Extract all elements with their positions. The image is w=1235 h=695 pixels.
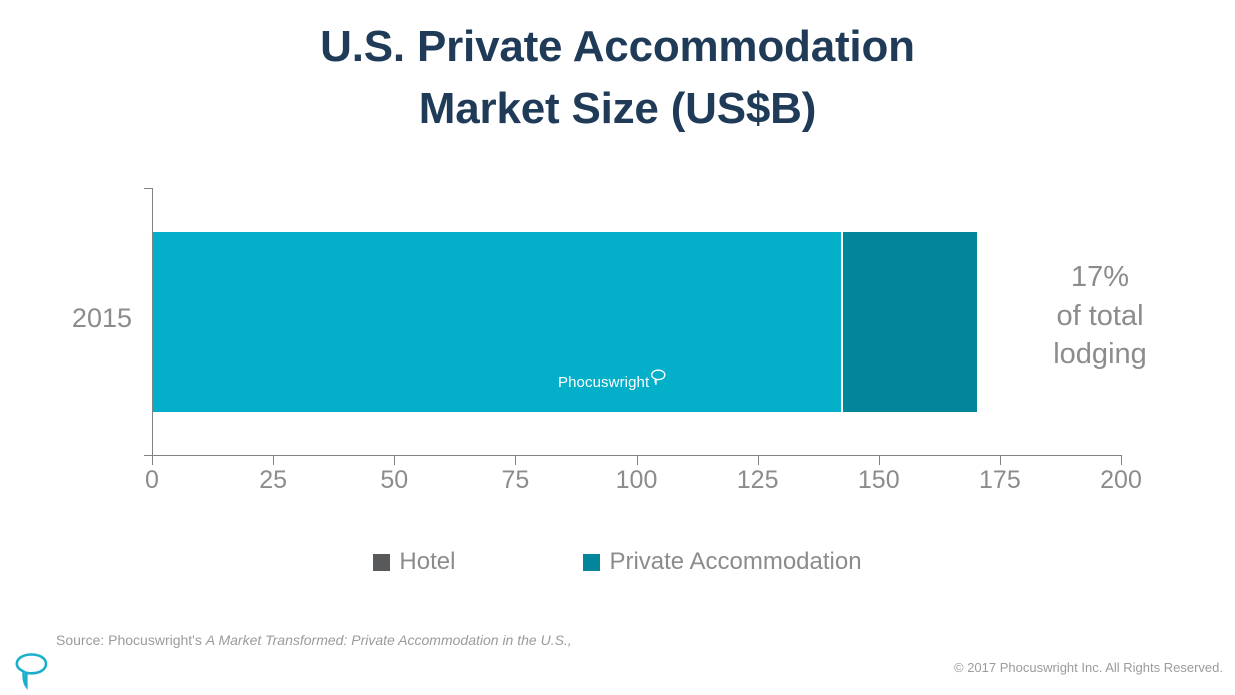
share-annotation-line-3: lodging	[1053, 338, 1147, 371]
x-axis-tick-0	[152, 456, 153, 465]
x-axis-tick-label-0: 0	[145, 466, 159, 494]
x-axis-tick-50	[394, 456, 396, 465]
legend-swatch-icon	[373, 553, 391, 571]
x-axis-tick-75	[515, 456, 517, 465]
copyright-notice: © 2017 Phocuswright Inc. All Rights Rese…	[954, 660, 1223, 675]
x-axis-tick-label-25: 25	[259, 466, 288, 494]
share-annotation: 17% of total lodging	[1010, 258, 1190, 374]
x-axis-tick-25	[273, 456, 275, 465]
legend-label: Hotel	[399, 548, 456, 575]
share-annotation-line-1: 17%	[1070, 261, 1130, 293]
x-axis-tick-label-150: 150	[857, 466, 900, 494]
stacked-bar-2015: Phocuswright	[153, 232, 977, 412]
bar-segment-hotel[interactable]: Phocuswright	[153, 232, 841, 412]
x-axis-tick-label-125: 125	[736, 466, 779, 494]
x-axis-tick-200	[1121, 456, 1122, 465]
page-title-line-2: Market Size (US$B)	[418, 84, 817, 134]
source-note-title: A Market Transformed: Private Accommodat…	[205, 632, 572, 648]
phocuswright-logo-icon	[8, 650, 56, 691]
bar-segment-private-accommodation[interactable]	[842, 232, 977, 412]
chart-legend: Hotel Private Accommodation	[0, 548, 1235, 576]
y-axis-category-text: 2015	[71, 303, 132, 333]
legend-swatch-icon	[583, 553, 601, 571]
x-axis-tick-label-50: 50	[380, 466, 409, 494]
share-annotation-line-2: of total	[1056, 299, 1144, 332]
x-axis-tick-label-100: 100	[615, 466, 658, 494]
x-axis-tick-150	[878, 456, 880, 465]
y-axis-category-label-2015: 2015	[0, 303, 132, 334]
phocuswright-watermark: Phocuswright	[558, 369, 666, 391]
y-axis-top-tick	[144, 188, 153, 189]
watermark-text: Phocuswright	[558, 374, 650, 391]
legend-item-hotel[interactable]: Hotel	[373, 548, 455, 576]
x-axis-tick-125	[757, 456, 759, 465]
x-axis-tick-label-175: 175	[979, 466, 1021, 494]
x-axis-tick-label-75: 75	[501, 466, 530, 494]
legend-label: Private Accommodation	[609, 548, 862, 575]
y-axis-line	[152, 188, 153, 456]
source-note: Source: Phocuswright's A Market Transfor…	[56, 632, 572, 648]
legend-item-private-accommodation[interactable]: Private Accommodation	[583, 548, 862, 576]
source-note-prefix: Source: Phocuswright's	[56, 632, 206, 648]
x-axis-line	[144, 455, 1122, 456]
x-axis-tick-175	[999, 456, 1001, 465]
x-axis-tick-label-200: 200	[1100, 466, 1142, 494]
page-title: U.S. Private Accommodation Market Size (…	[0, 16, 1235, 141]
page-title-line-1: U.S. Private Accommodation	[320, 22, 915, 71]
phocuswright-bubble-icon	[650, 369, 666, 390]
x-axis-tick-100	[636, 456, 638, 465]
